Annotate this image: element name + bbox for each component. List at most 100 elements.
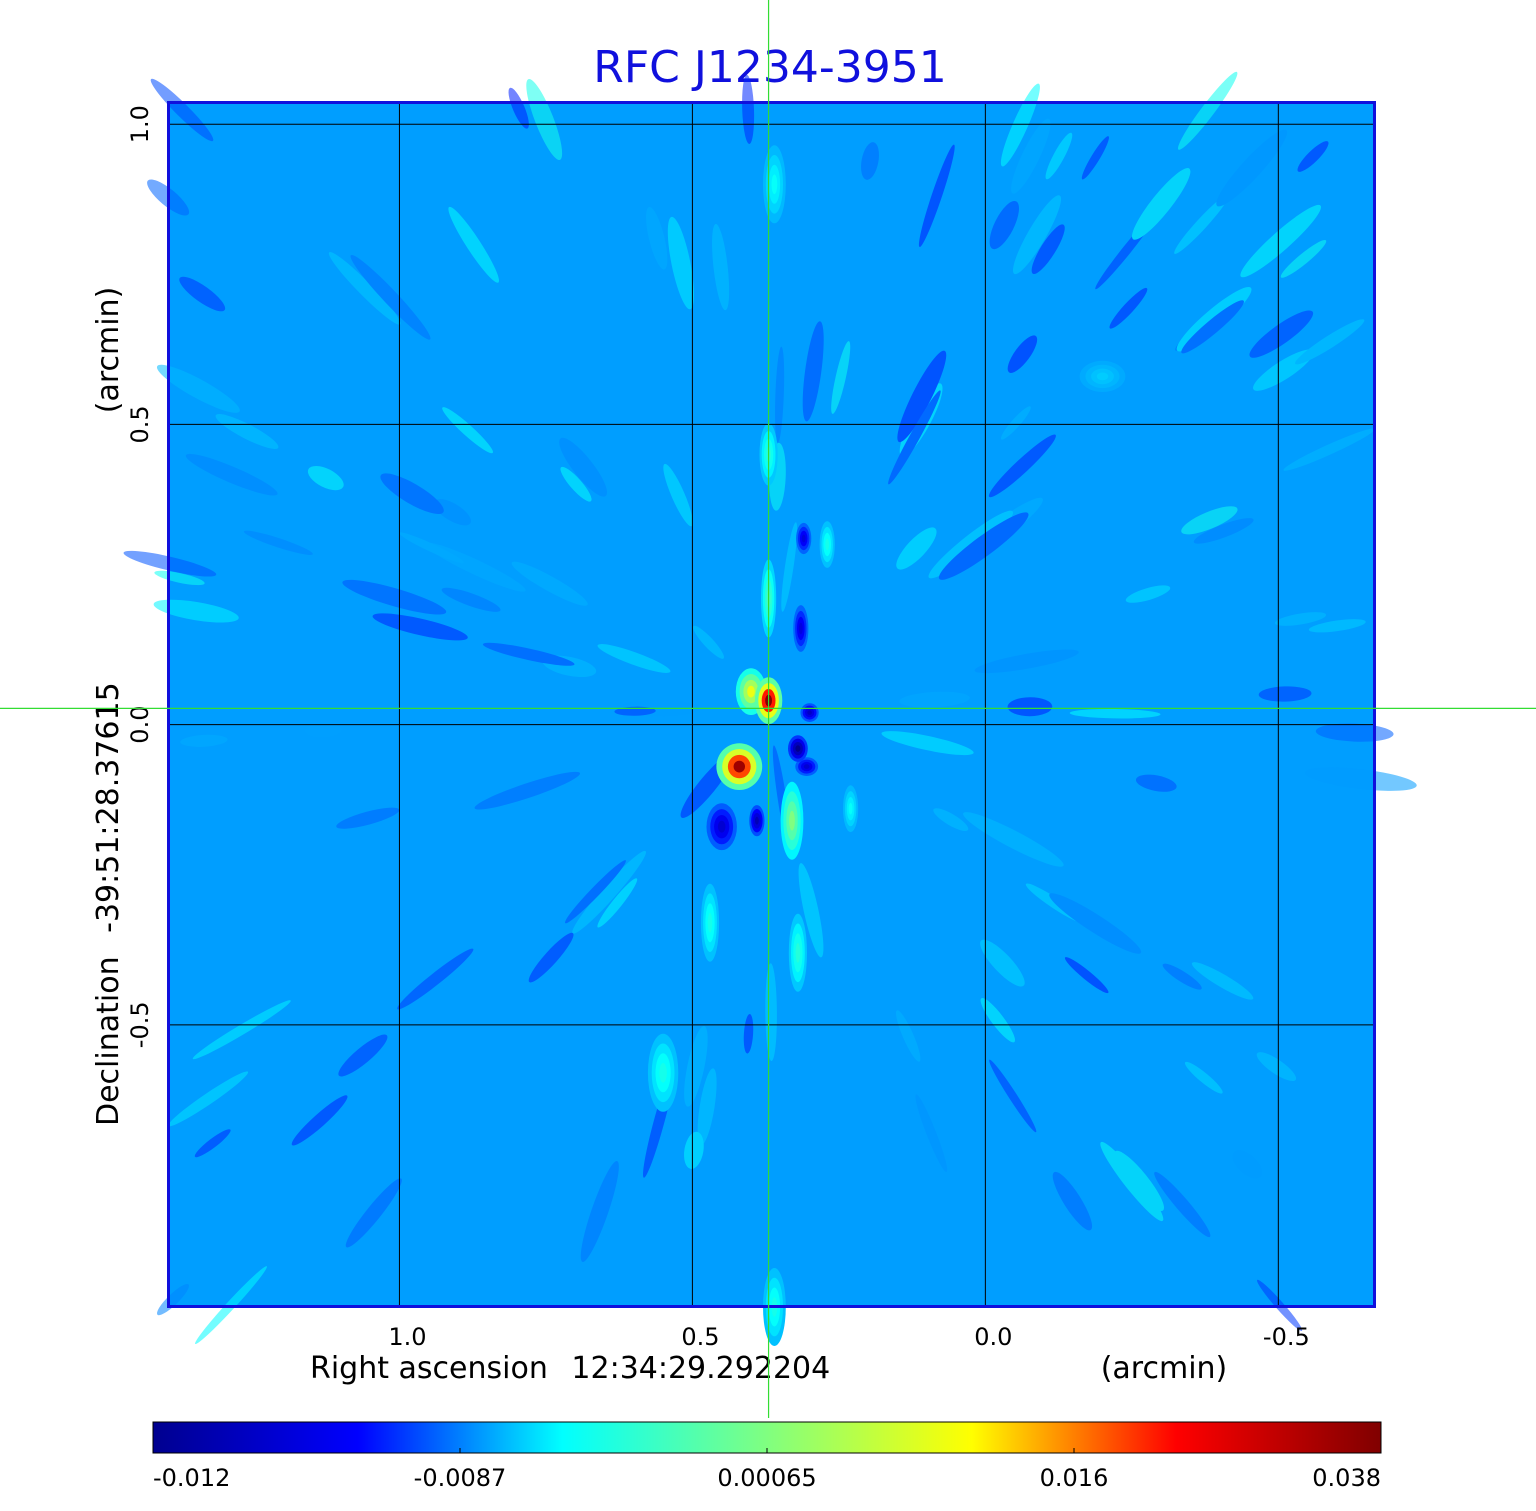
noise-patch [980,939,1025,987]
image-area [123,71,1417,1346]
noise-patch [1297,141,1329,172]
noise-patch [1184,1061,1223,1094]
noise-patch [328,252,401,325]
noise-patch [918,144,955,248]
noise-patch [646,206,668,270]
noise-patch [692,625,725,659]
noise-patch [989,1059,1037,1133]
noise-patch [1181,300,1244,354]
noise-patch [1012,195,1062,275]
noise-patch [1052,1171,1093,1231]
x-tick-label: 1.0 [388,1323,426,1351]
noise-patch [526,79,563,160]
noise-patch [1045,132,1073,180]
colorbar-tick-label: -0.012 [153,1464,230,1492]
noise-patch [1249,310,1314,358]
noise-patch [307,465,344,491]
source-component [780,781,804,860]
noise-patch [1011,118,1051,194]
noise-patch [342,579,447,615]
noise-patch [1114,1150,1165,1212]
y-tick-label: 1.0 [126,105,154,143]
noise-patch [896,527,937,570]
noise-patch [684,1026,708,1107]
noise-patch [511,561,588,606]
noise-patch [1154,1171,1211,1238]
source-component [793,605,809,652]
noise-patch [684,1131,704,1169]
noise-patch [154,570,205,586]
noise-patch [1125,585,1171,603]
noise-patch [1280,239,1327,278]
noise-patch [697,1068,717,1146]
coordinate-grid [168,102,1375,1307]
noise-patch [304,723,342,738]
noise-patch [881,731,974,756]
source-component [788,735,808,762]
noise-patch [185,453,278,496]
noise-patch [1232,1150,1263,1179]
noise-patch [482,642,575,666]
noise-patch [441,587,501,612]
noise-patch [1131,168,1191,240]
source-component [843,785,859,833]
x-tick-label: 0.5 [681,1323,719,1351]
x-axis-label: Right ascension 12:34:29.292204 [310,1351,830,1386]
colorbar-tick-label: 0.00065 [717,1464,816,1492]
noise-patch [433,499,472,526]
noise-patch [802,321,824,422]
y-tick-label: 0.5 [126,405,154,443]
plot-frame [167,101,1376,1308]
source-component [796,522,812,555]
source-component [1079,360,1126,392]
noise-patch [597,878,638,928]
noise-patch [192,1000,291,1060]
noise-patch [336,807,400,829]
y-tick-label: 0.0 [126,706,154,744]
noise-patch [474,771,581,810]
noise-patch [1007,697,1053,717]
colorbar-tick-label: -0.0087 [414,1464,507,1492]
crosshair [0,0,1536,1418]
noise-patch [345,1178,402,1248]
noise-patch [915,1094,948,1173]
noise-patch [980,998,1016,1043]
noise-patch [1177,71,1238,150]
noise-patch [899,691,970,708]
noise-patch [667,216,694,310]
noise-patch [743,1014,754,1054]
noise-patch [1174,194,1229,254]
noise-patch [663,463,693,527]
noise-patch [338,1034,388,1077]
noise-patch [1081,136,1109,180]
noise-patch [508,87,529,129]
noise-patch [168,1071,249,1127]
noise-patch [1304,767,1417,791]
noise-patch [580,1161,619,1262]
noise-patch [897,350,947,443]
noise-patch [560,466,592,502]
noise-patch [1256,1052,1297,1082]
noise-patch [179,276,226,312]
y-axis-label: Declination -39:51:28.37615 [91,682,126,1126]
source-component [647,1033,679,1112]
noise-patch [350,254,431,340]
noise-patch [1069,708,1161,719]
noise-patch [1000,83,1040,167]
noise-patch [831,341,851,414]
noise-patch [1109,287,1148,329]
source-component [788,913,808,992]
source-component [800,703,819,722]
noise-patch [528,932,574,983]
y-tick-label: -0.5 [126,1001,154,1048]
noise-patch [1000,406,1031,440]
noise-patch [1031,224,1065,275]
colorbar-tick-label: 0.016 [1040,1464,1109,1492]
noise-patch [989,201,1019,250]
noise-patch [1216,129,1288,207]
x-tick-label: -0.5 [1263,1323,1310,1351]
noise-patch [1007,335,1038,373]
noise-patch [988,434,1056,498]
noise-patch [963,812,1064,867]
source-component [795,757,819,776]
